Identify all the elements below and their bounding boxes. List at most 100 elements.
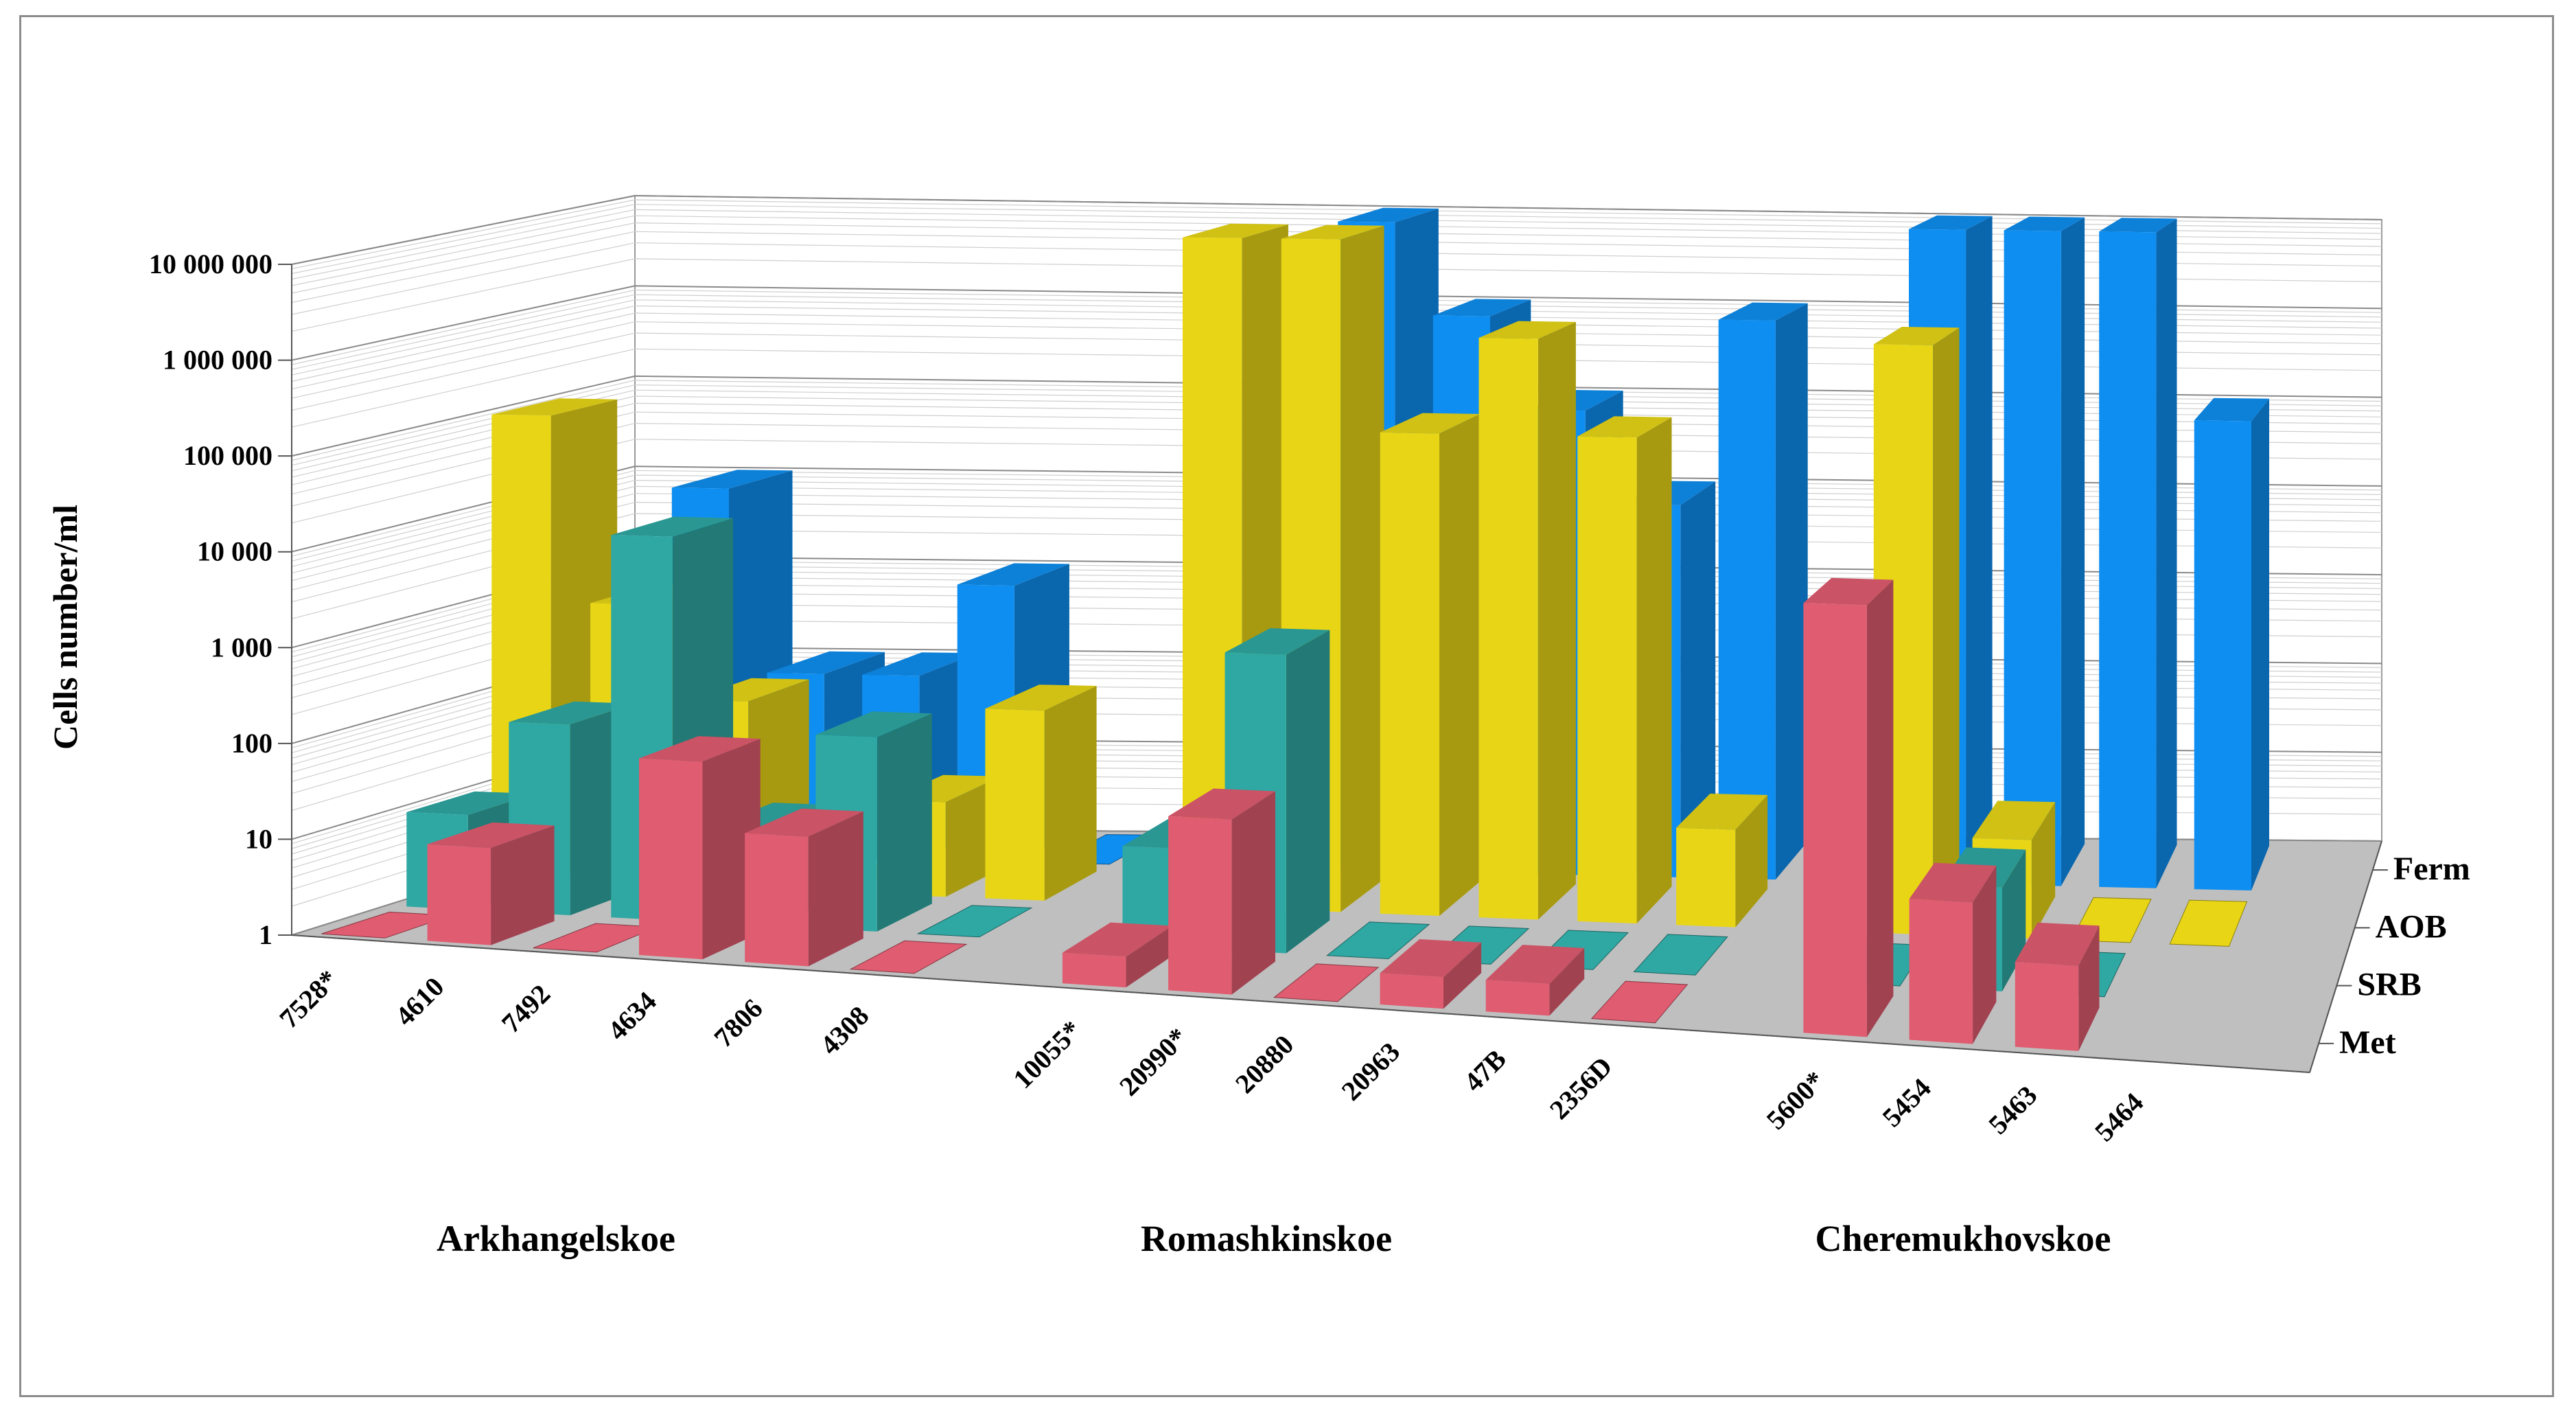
bar-front — [1718, 319, 1776, 880]
series-label: AOB — [2376, 908, 2447, 945]
bar-side — [2156, 218, 2177, 888]
bar-top — [671, 470, 793, 489]
bar-side — [1966, 216, 1993, 884]
bar-front — [2099, 231, 2157, 888]
bar-side — [1680, 481, 1716, 877]
bar-top — [2194, 398, 2269, 422]
gridline-major — [291, 285, 2382, 361]
bar-top — [1803, 577, 1894, 606]
bar-ferm-5463 — [2099, 218, 2177, 888]
category-label: 5464 — [2089, 1087, 2149, 1147]
bar-side — [2031, 802, 2056, 939]
bar-met-5600* — [1803, 577, 1894, 1037]
bar-top — [815, 711, 932, 737]
bar-ferm-5464 — [2194, 398, 2269, 890]
bar-top — [1909, 215, 1993, 230]
depth-axis-line — [2309, 840, 2382, 1073]
bar-top — [1676, 794, 1768, 830]
y-tick-label: 1 000 — [211, 632, 272, 663]
bar-side — [1439, 414, 1481, 916]
y-tick-label: 10 000 — [197, 536, 272, 567]
bar-front — [1380, 432, 1439, 916]
y-tick-label: 1 — [259, 919, 272, 950]
category-label: 5600* — [1761, 1065, 1831, 1136]
bar-front — [745, 833, 809, 967]
bar-top — [491, 398, 618, 416]
bar-top — [745, 808, 863, 837]
gridline-minor — [291, 222, 2382, 294]
bar-met-10055* — [1062, 922, 1172, 988]
bar-srb-2356D — [1633, 934, 1728, 976]
series-label: Met — [2339, 1024, 2396, 1061]
bar-floor-marker — [849, 940, 968, 974]
bar-front — [985, 709, 1045, 901]
bar-top — [957, 563, 1069, 586]
bar-side — [1775, 303, 1808, 880]
bar-side — [1443, 942, 1482, 1009]
bar-floor-marker — [1633, 934, 1728, 976]
bar-side — [1549, 947, 1585, 1016]
bar-aob-5464 — [2169, 899, 2248, 947]
bar-aob-20963 — [1478, 321, 1576, 920]
bar-front — [2004, 230, 2061, 886]
bar-side — [1933, 327, 1960, 935]
bar-floor-marker — [1326, 921, 1430, 960]
category-label: 7492 — [496, 978, 556, 1039]
bar-side — [1286, 630, 1330, 954]
bar-front — [1168, 816, 1232, 995]
gridline-minor — [291, 215, 2382, 286]
bar-floor-marker — [1273, 963, 1380, 1002]
series-label: SRB — [2357, 967, 2421, 1003]
bar-met-5454 — [1909, 862, 1997, 1044]
y-axis-title: Cells number/ml — [46, 505, 84, 750]
y-tick-label: 10 000 000 — [149, 249, 272, 279]
category-label: 10055* — [1007, 1014, 1087, 1094]
group-label: Cheremukhovskoe — [1815, 1218, 2111, 1259]
bar-srb-20880 — [1326, 921, 1430, 960]
bar-side — [1973, 865, 1997, 1044]
bar-floor-marker — [2169, 899, 2248, 947]
category-label: 4308 — [814, 1000, 874, 1060]
group-label: Arkhangelskoe — [437, 1218, 675, 1259]
gridline-minor — [291, 258, 2382, 332]
bar-floor-marker — [1590, 980, 1689, 1024]
bar-side — [1636, 417, 1672, 924]
gridline-minor — [291, 209, 2382, 280]
bar-front — [1909, 899, 1973, 1044]
bar-met-4308 — [849, 940, 968, 974]
y-tick-label: 100 000 — [183, 440, 272, 471]
bar-met-2356D — [1590, 980, 1689, 1024]
bar-front — [1676, 827, 1736, 928]
bar-side — [877, 713, 932, 932]
y-tick-label: 100 — [231, 728, 272, 759]
category-label: 20963 — [1336, 1036, 1406, 1107]
bar-srb-4308 — [916, 905, 1033, 938]
bar-top — [1972, 801, 2056, 840]
y-tick-label: 1 000 000 — [163, 345, 272, 376]
bar-front — [1062, 952, 1126, 988]
bar-top — [1338, 207, 1439, 222]
bar-met-20990* — [1168, 788, 1275, 995]
bar-top — [406, 791, 535, 816]
bar-front — [1577, 436, 1637, 924]
bar-top — [1380, 939, 1482, 978]
bar-top — [1432, 299, 1531, 317]
bar-front — [2194, 420, 2251, 890]
series-label: Ferm — [2393, 851, 2470, 887]
category-label: 4610 — [389, 971, 450, 1031]
gridline-major — [291, 194, 2382, 265]
bar-top — [985, 685, 1097, 711]
bar-aob-47B — [1577, 416, 1672, 924]
bar-top — [1577, 416, 1672, 438]
bar-top — [2004, 216, 2085, 231]
bar-met-7806 — [745, 808, 863, 967]
bar-floor-marker — [916, 905, 1033, 938]
bar-top — [1909, 862, 1997, 903]
bar-front — [1803, 603, 1867, 1037]
bar-top — [1873, 327, 1960, 345]
bar-top — [1062, 922, 1172, 957]
bar-side — [1866, 579, 1894, 1037]
bar-met-20880 — [1273, 963, 1380, 1002]
bar-front — [427, 844, 491, 945]
